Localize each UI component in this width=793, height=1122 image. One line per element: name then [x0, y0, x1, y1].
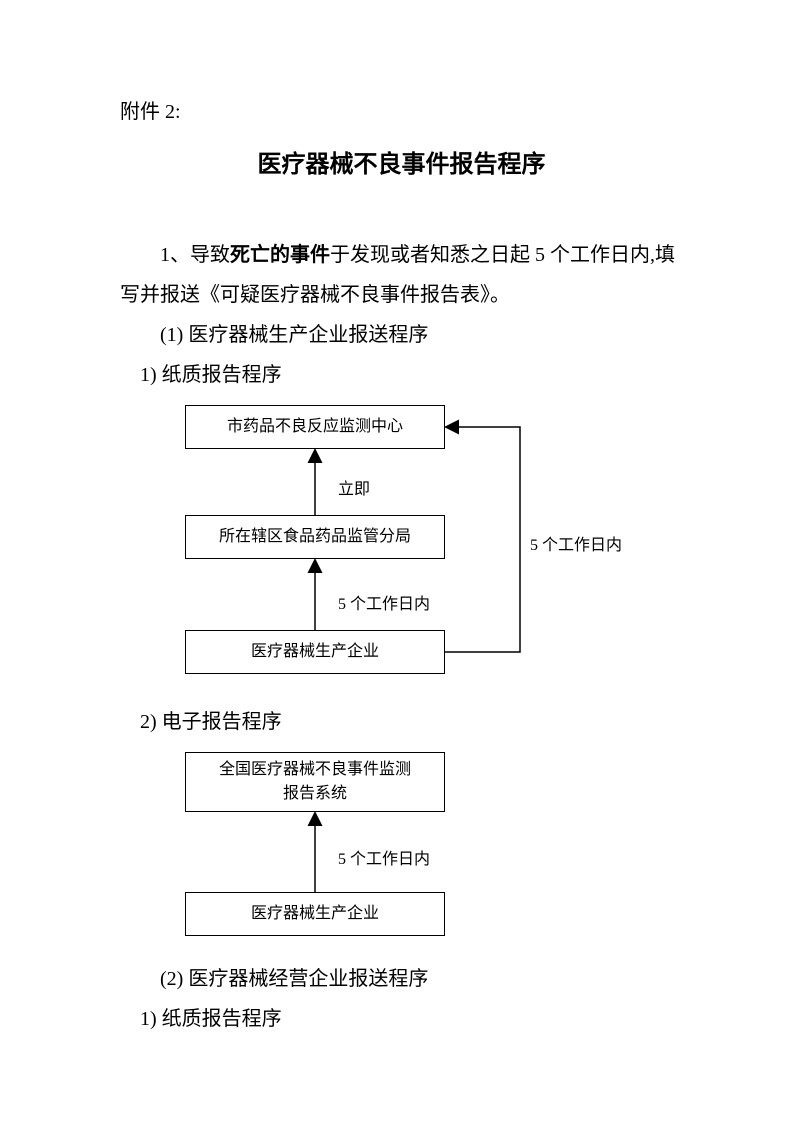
edge-label-5days-c: 5 个工作日内 — [338, 845, 430, 869]
section-1: (1) 医疗器械生产企业报送程序 — [120, 315, 683, 355]
page-title: 医疗器械不良事件报告程序 — [120, 144, 683, 179]
paragraph-1: 1、导致死亡的事件于发现或者知悉之日起 5 个工作日内,填写并报送《可疑医疗器械… — [120, 235, 683, 315]
p1-bold: 死亡的事件 — [230, 244, 330, 266]
p1-pre: 1、导致 — [160, 244, 230, 266]
section-1b: 2) 电子报告程序 — [120, 702, 683, 742]
flowchart-electronic-report: 全国医疗器械不良事件监测 报告系统 医疗器械生产企业 5 个工作日内 — [185, 752, 485, 947]
section-1a: 1) 纸质报告程序 — [120, 355, 683, 395]
edge-label-5days-b: 5 个工作日内 — [530, 531, 622, 555]
section-2: (2) 医疗器械经营企业报送程序 — [120, 959, 683, 999]
section-2a: 1) 纸质报告程序 — [120, 999, 683, 1039]
flowchart-paper-report: 市药品不良反应监测中心 所在辖区食品药品监管分局 医疗器械生产企业 立即 5 个… — [185, 405, 625, 690]
edge-label-immediate: 立即 — [338, 475, 370, 499]
edge-label-5days-a: 5 个工作日内 — [338, 590, 430, 614]
edge-m2-m1 — [185, 752, 485, 947]
attachment-label: 附件 2: — [120, 95, 683, 124]
